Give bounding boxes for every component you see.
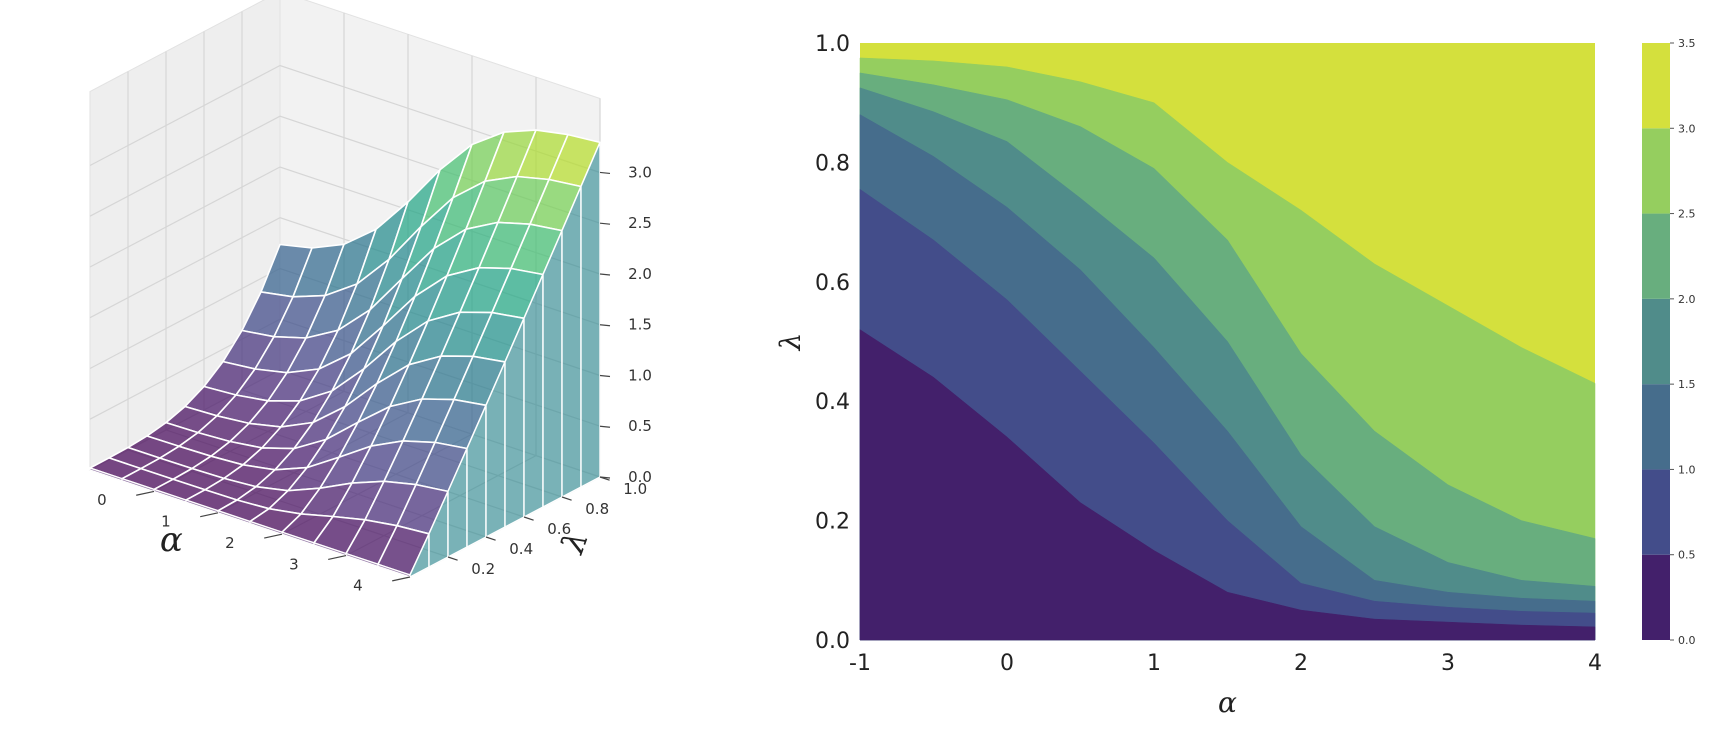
z-tick-label: 1.5 <box>628 316 652 334</box>
contour-y-tick-label: 1.0 <box>815 32 850 57</box>
z-tick <box>599 425 611 428</box>
surface-side-cell <box>561 186 582 499</box>
colorbar-segment <box>1642 213 1670 299</box>
contour-fills <box>859 43 1596 641</box>
x-axis-label: α <box>160 520 183 560</box>
z-tick-label: 2.0 <box>628 265 652 283</box>
colorbar-tick-label: 3.0 <box>1678 122 1696 135</box>
y-tick <box>447 556 458 561</box>
y-tick <box>523 516 534 521</box>
x-tick <box>264 533 283 539</box>
colorbar-segment <box>1642 384 1670 470</box>
colorbar-tick-label: 3.5 <box>1678 37 1696 50</box>
z-tick-label: 0.5 <box>628 417 652 435</box>
colorbar-tick-label: 0.5 <box>1678 549 1696 562</box>
z-tick <box>599 171 611 175</box>
surface-side-cell <box>523 274 544 519</box>
surface-side-cell <box>542 230 563 509</box>
colorbar-segment <box>1642 469 1670 555</box>
x-tick <box>136 490 155 496</box>
contour-x-tick-label: 0 <box>1000 651 1014 676</box>
x-tick-label: 0 <box>97 491 107 509</box>
z-tick-label: 2.5 <box>628 214 652 232</box>
z-tick-label: 3.0 <box>628 163 652 181</box>
colorbar-tick-label: 1.5 <box>1678 378 1696 391</box>
contour-axes: -1 0 1 2 3 4 0.0 0.2 0.4 0.6 0.8 1.0 α λ <box>774 32 1602 719</box>
contour-plot: -1 0 1 2 3 4 0.0 0.2 0.4 0.6 0.8 1.0 α λ <box>774 32 1602 719</box>
colorbar-tick-label: 2.0 <box>1678 293 1696 306</box>
y-tick-label: 0.2 <box>471 560 495 578</box>
x-tick-label: 4 <box>353 577 363 595</box>
x-tick-label: 1 <box>161 512 171 530</box>
colorbar-tick-label: 2.5 <box>1678 208 1696 221</box>
colorbar-segment <box>1642 128 1670 214</box>
contour-x-tick-label: 3 <box>1441 651 1455 676</box>
surface-side-cell <box>580 142 601 489</box>
contour-y-tick-label: 0.4 <box>815 390 850 415</box>
contour-y-tick-label: 0.2 <box>815 510 850 535</box>
x-tick-label: 2 <box>225 534 235 552</box>
y-tick <box>485 536 496 541</box>
contour-x-tick-label: 2 <box>1294 651 1308 676</box>
z-tick <box>599 222 611 225</box>
z-tick <box>599 374 611 378</box>
contour-y-tick-label: 0.6 <box>815 271 850 296</box>
contour-x-axis-label: α <box>1218 686 1237 719</box>
contour-x-tick-label: 1 <box>1147 651 1161 676</box>
y-axis-label: λ <box>553 526 596 560</box>
surface-plot-axes: 012340.20.40.60.81.00.00.51.01.52.02.53.… <box>97 163 652 594</box>
z-tick-label: 1.0 <box>628 366 652 384</box>
z-tick-label: 0.0 <box>628 468 652 486</box>
colorbar-segment <box>1642 43 1670 129</box>
colorbar-segment <box>1642 554 1670 640</box>
colorbar-segment <box>1642 298 1670 385</box>
x-tick <box>392 576 411 582</box>
contour-x-tick-label: -1 <box>849 651 871 676</box>
contour-band <box>859 329 1596 641</box>
z-tick <box>599 476 611 479</box>
y-tick-label: 1.0 <box>623 480 647 498</box>
colorbar-tick-label: 1.0 <box>1678 463 1696 476</box>
x-tick <box>328 555 347 561</box>
contour-x-tick-label: 4 <box>1588 651 1602 676</box>
y-tick-label: 0.4 <box>509 540 533 558</box>
y-tick <box>561 496 572 501</box>
z-tick <box>599 324 611 327</box>
contour-y-axis-label: λ <box>774 333 807 352</box>
z-tick <box>599 273 611 276</box>
x-tick <box>200 512 219 518</box>
contour-y-tick-label: 0.0 <box>815 629 850 654</box>
x-tick-label: 3 <box>289 555 299 573</box>
colorbar-tick-label: 0.0 <box>1678 634 1696 647</box>
surface-plot-mesh <box>89 129 601 579</box>
y-tick-label: 0.8 <box>585 500 609 518</box>
colorbar: 0.0 0.5 1.0 1.5 2.0 2.5 3.0 3.5 <box>1642 37 1696 647</box>
contour-y-tick-label: 0.8 <box>815 151 850 176</box>
y-tick-label: 0.6 <box>547 520 571 538</box>
